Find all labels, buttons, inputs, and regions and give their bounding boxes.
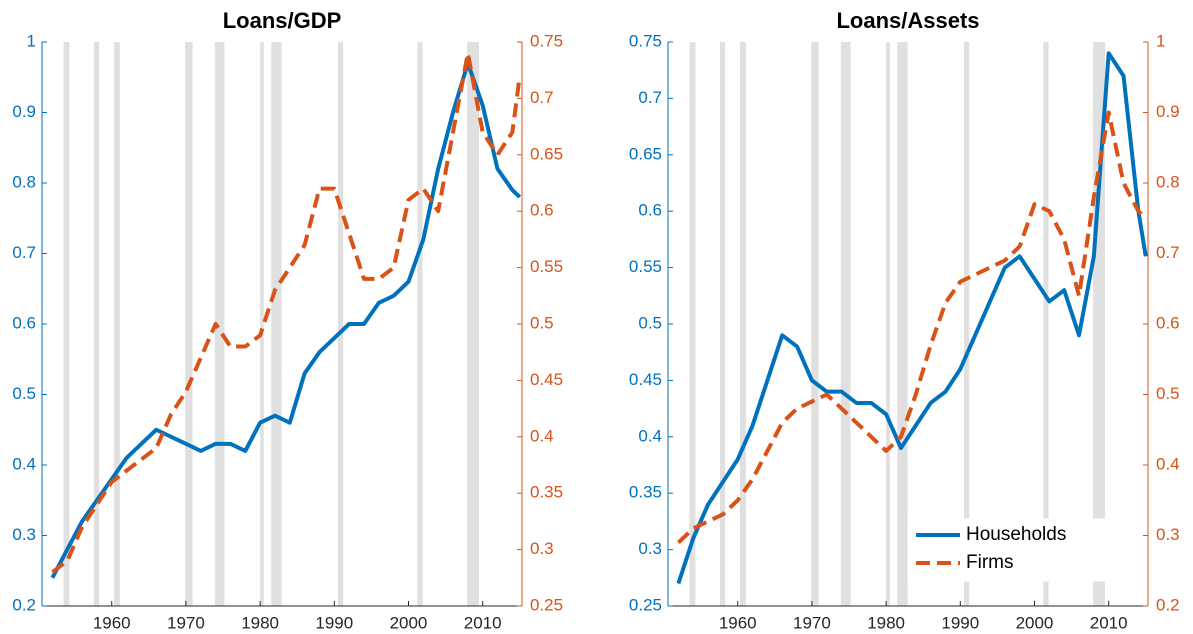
- y-tick-label: 0.75: [629, 31, 662, 50]
- y2-tick-label: 0.4: [1156, 454, 1180, 473]
- y2-tick-label: 0.9: [1156, 102, 1180, 121]
- recession-band: [689, 42, 696, 606]
- y-tick-label: 0.55: [629, 257, 662, 276]
- y2-tick-label: 0.55: [530, 257, 563, 276]
- recession-band: [719, 42, 726, 606]
- y2-tick-label: 0.7: [1156, 243, 1180, 262]
- x-tick-label: 1980: [241, 613, 279, 632]
- series-line: [676, 51, 1148, 585]
- chart-title: Loans/GDP: [223, 8, 342, 33]
- y-tick-label: 0.4: [638, 426, 662, 445]
- recession-band: [811, 42, 819, 606]
- y-tick-label: 1: [27, 31, 36, 50]
- recession-band: [840, 42, 851, 606]
- x-tick-label: 2000: [390, 613, 428, 632]
- y2-tick-label: 0.25: [530, 595, 563, 614]
- y-tick-label: 0.7: [638, 88, 662, 107]
- x-tick-label: 2010: [1090, 613, 1128, 632]
- recession-band: [338, 42, 344, 606]
- x-tick-label: 1960: [719, 613, 757, 632]
- y2-tick-label: 0.3: [1156, 525, 1180, 544]
- y-tick-label: 0.5: [638, 313, 662, 332]
- y-tick-label: 0.35: [629, 483, 662, 502]
- y-tick-label: 0.8: [12, 172, 36, 191]
- y2-tick-label: 0.45: [530, 370, 563, 389]
- recession-band: [271, 42, 282, 606]
- x-tick-label: 1990: [315, 613, 353, 632]
- y-tick-label: 0.25: [629, 595, 662, 614]
- recession-band: [467, 42, 479, 606]
- y2-tick-label: 0.5: [1156, 384, 1180, 403]
- recession-band: [63, 42, 70, 606]
- y-tick-label: 0.3: [12, 525, 36, 544]
- recession-band: [1093, 42, 1105, 606]
- y2-tick-label: 0.2: [1156, 595, 1180, 614]
- x-tick-label: 1970: [793, 613, 831, 632]
- recession-band: [93, 42, 100, 606]
- recession-band: [964, 42, 970, 606]
- recession-band: [185, 42, 193, 606]
- x-tick-label: 1960: [93, 613, 131, 632]
- y2-tick-label: 0.4: [530, 426, 554, 445]
- y2-tick-label: 0.8: [1156, 172, 1180, 191]
- recession-band: [886, 42, 890, 606]
- y2-tick-label: 0.65: [530, 144, 563, 163]
- recession-band: [260, 42, 264, 606]
- legend-label: Households: [966, 524, 1066, 545]
- recession-band: [1043, 42, 1049, 606]
- y2-tick-label: 0.5: [530, 313, 554, 332]
- y-tick-label: 0.2: [12, 595, 36, 614]
- x-tick-label: 1980: [867, 613, 905, 632]
- y-tick-label: 0.65: [629, 144, 662, 163]
- y-tick-label: 0.7: [12, 243, 36, 262]
- y2-tick-label: 0.6: [1156, 313, 1180, 332]
- x-tick-label: 2000: [1016, 613, 1054, 632]
- y2-tick-label: 0.7: [530, 88, 554, 107]
- x-tick-label: 1970: [167, 613, 205, 632]
- recession-band: [739, 42, 746, 606]
- y2-tick-label: 0.75: [530, 31, 563, 50]
- y-tick-label: 0.45: [629, 370, 662, 389]
- y2-tick-label: 0.3: [530, 539, 554, 558]
- chart-title: Loans/Assets: [836, 8, 979, 33]
- x-tick-label: 2010: [464, 613, 502, 632]
- y-tick-label: 0.6: [638, 201, 662, 220]
- y-tick-label: 0.5: [12, 384, 36, 403]
- legend-label: Firms: [966, 552, 1013, 573]
- series-line: [677, 110, 1148, 544]
- series-line: [51, 51, 522, 574]
- legend-box: [907, 518, 1109, 582]
- y-tick-label: 0.3: [638, 539, 662, 558]
- y-tick-label: 0.4: [12, 454, 36, 473]
- y2-tick-label: 1: [1156, 31, 1165, 50]
- y-tick-label: 0.6: [12, 313, 36, 332]
- y2-tick-label: 0.35: [530, 483, 563, 502]
- recession-band: [417, 42, 423, 606]
- y2-tick-label: 0.6: [530, 201, 554, 220]
- recession-band: [897, 42, 908, 606]
- recession-band: [113, 42, 120, 606]
- x-tick-label: 1990: [941, 613, 979, 632]
- recession-band: [214, 42, 225, 606]
- y-tick-label: 0.9: [12, 102, 36, 121]
- series-line: [50, 61, 522, 579]
